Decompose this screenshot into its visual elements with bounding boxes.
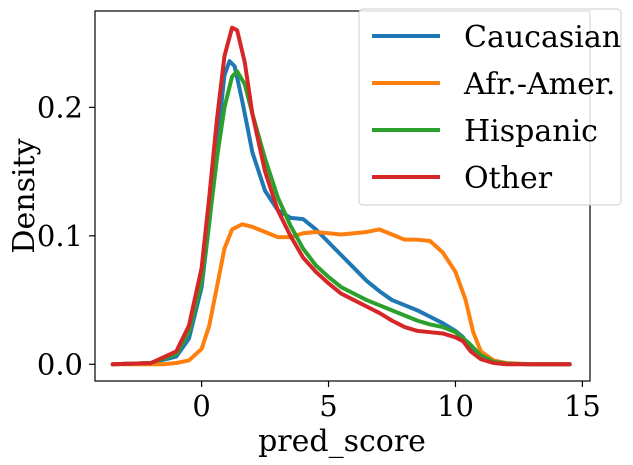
legend-label-1: Afr.-Amer. xyxy=(463,67,615,102)
y-tick-label: 0.2 xyxy=(37,90,83,124)
y-tick-label: 0.0 xyxy=(37,347,83,381)
series-line-3 xyxy=(110,25,572,367)
series-line-2 xyxy=(110,69,572,367)
series-line-1 xyxy=(110,222,572,367)
y-axis-ticks: 0.0 0.1 0.2 xyxy=(37,90,95,381)
x-tick-label: 0 xyxy=(192,389,210,423)
legend: Caucasian Afr.-Amer. Hispanic Other xyxy=(358,8,622,206)
legend-label-2: Hispanic xyxy=(464,114,598,149)
legend-label-0: Caucasian xyxy=(464,20,621,55)
x-axis-label: pred_score xyxy=(258,424,426,459)
legend-frame xyxy=(358,8,622,206)
x-tick-label: 5 xyxy=(319,389,337,423)
y-axis-label: Density xyxy=(7,138,42,253)
series-lines xyxy=(110,25,572,367)
x-tick-label: 15 xyxy=(564,389,601,423)
x-tick-label: 10 xyxy=(437,389,474,423)
legend-label-3: Other xyxy=(464,161,553,196)
x-axis-ticks: 0 5 10 15 xyxy=(192,381,601,423)
y-tick-label: 0.1 xyxy=(37,219,83,253)
